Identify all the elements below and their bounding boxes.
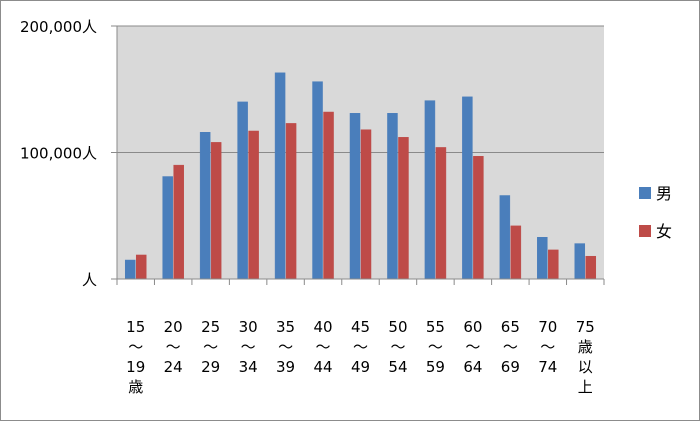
legend-swatch [639, 187, 651, 199]
x-tick-label: 29 [201, 358, 220, 376]
y-tick-labels: 人 100,000人 200,000人 [20, 18, 97, 289]
bar-female [548, 249, 559, 280]
bar-female [210, 142, 222, 280]
x-tick-label: 〜 [128, 338, 143, 356]
axes [111, 25, 605, 285]
bar-female [398, 137, 409, 280]
legend-label: 男 [656, 184, 672, 203]
x-tick-label: 34 [239, 358, 258, 376]
x-tick-labels: 15 〜 19 歳 20 〜 24 25 〜 29 30 〜 34 35 〜 39 40 〜 44 45 〜 49 50 〜 5… [126, 318, 595, 396]
bar-male [424, 100, 436, 280]
bar-male [199, 132, 211, 280]
bar-female [473, 156, 484, 280]
x-tick-label: 〜 [166, 338, 181, 356]
y-tick-label: 200,000人 [20, 18, 97, 36]
bar-female [135, 254, 147, 280]
bar-female [285, 123, 297, 280]
x-tick-label: 15 [126, 318, 145, 336]
bar-female [435, 147, 447, 280]
x-tick-label: 35 [276, 318, 295, 336]
x-tick-label: 〜 [353, 338, 368, 356]
legend-label: 女 [656, 222, 672, 241]
x-tick-label: 24 [164, 358, 183, 376]
x-tick-label: 59 [426, 358, 445, 376]
x-tick-label: 〜 [203, 338, 218, 356]
x-tick-label: 39 [276, 358, 295, 376]
x-tick-label: 40 [313, 318, 332, 336]
x-tick-label: 30 [239, 318, 258, 336]
x-tick-label: 65 [501, 318, 520, 336]
y-tick-label: 100,000人 [20, 145, 97, 163]
x-tick-label: 50 [388, 318, 407, 336]
x-tick-label: 60 [463, 318, 482, 336]
gridlines [117, 25, 604, 153]
x-tick-label: 以 [578, 358, 593, 376]
x-tick-label: 69 [501, 358, 520, 376]
bar-female [248, 130, 259, 280]
bar-male [349, 113, 361, 280]
bar-male [499, 195, 511, 280]
x-tick-label: 〜 [278, 338, 293, 356]
legend: 男女 [639, 184, 672, 241]
bar-male [162, 176, 173, 280]
x-tick-label: 55 [426, 318, 445, 336]
bar-male [574, 243, 586, 280]
x-tick-label: 〜 [241, 338, 256, 356]
x-tick-label: 44 [313, 358, 332, 376]
x-tick-label: 〜 [428, 338, 443, 356]
bar-male [237, 101, 248, 280]
bar-female [173, 164, 184, 280]
x-tick-label: 54 [388, 358, 407, 376]
legend-swatch [639, 225, 651, 237]
x-tick-label: 19 [126, 358, 145, 376]
x-tick-label: 上 [578, 378, 593, 396]
x-tick-label: 45 [351, 318, 370, 336]
x-tick-label: 〜 [316, 338, 331, 356]
x-tick-label: 〜 [503, 338, 518, 356]
bar-female [360, 129, 372, 280]
x-tick-label: 〜 [390, 338, 405, 356]
bar-male [387, 113, 398, 280]
bar-female [585, 255, 597, 280]
y-tick-label: 人 [82, 271, 97, 289]
bar-male [537, 237, 548, 280]
bar-female [323, 111, 334, 280]
bar-male [124, 259, 136, 280]
bar-female [510, 225, 522, 280]
x-tick-label: 〜 [465, 338, 480, 356]
x-tick-label: 70 [538, 318, 557, 336]
x-tick-label: 25 [201, 318, 220, 336]
bar-male [312, 81, 323, 280]
bar-male [274, 72, 286, 280]
x-tick-label: 20 [164, 318, 183, 336]
bars [124, 72, 597, 280]
x-tick-label: 75 [576, 318, 595, 336]
x-tick-label: 64 [463, 358, 482, 376]
x-tick-label: 歳 [128, 378, 143, 396]
bar-male [462, 96, 473, 280]
x-tick-label: 49 [351, 358, 370, 376]
x-tick-label: 74 [538, 358, 557, 376]
x-tick-label: 〜 [540, 338, 555, 356]
x-tick-label: 歳 [578, 338, 593, 356]
